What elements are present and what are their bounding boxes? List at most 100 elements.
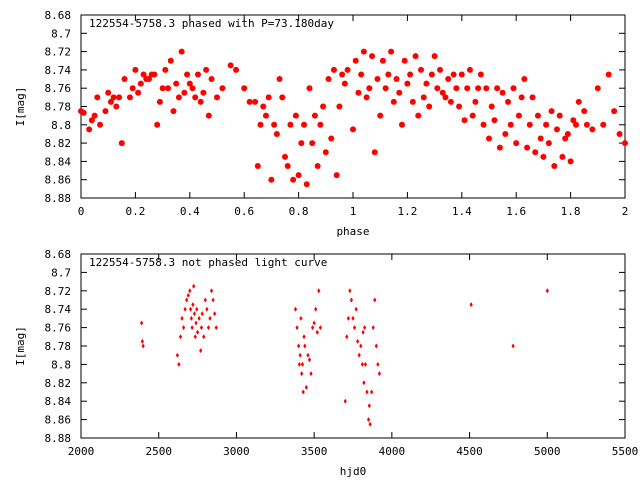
data-point	[511, 343, 515, 349]
data-point	[184, 71, 191, 78]
data-point	[428, 71, 435, 78]
y-tick-label: 8.72	[45, 46, 72, 59]
data-point	[453, 85, 460, 92]
data-point	[357, 352, 361, 358]
data-point	[311, 112, 318, 119]
data-point	[80, 109, 87, 116]
data-point	[271, 121, 278, 128]
data-point	[262, 112, 269, 119]
data-point	[518, 94, 525, 101]
data-point	[170, 108, 177, 115]
data-point	[477, 71, 484, 78]
data-point	[205, 112, 212, 119]
data-point	[361, 329, 365, 335]
data-point	[192, 283, 196, 289]
x-tick-label: 1.8	[561, 205, 581, 218]
data-point	[521, 76, 528, 83]
y-tick-label: 8.76	[45, 82, 72, 95]
data-point	[366, 85, 373, 92]
data-point	[175, 94, 182, 101]
data-point	[209, 288, 214, 294]
data-point	[371, 325, 375, 331]
data-point	[494, 85, 501, 92]
data-point	[567, 158, 574, 165]
data-point	[540, 153, 547, 160]
data-point	[297, 361, 301, 367]
data-point	[202, 334, 206, 340]
data-point	[307, 357, 312, 363]
data-point	[208, 76, 215, 83]
data-point	[349, 297, 354, 303]
data-point	[496, 144, 503, 151]
data-point	[524, 144, 531, 151]
data-point	[203, 66, 210, 73]
data-point	[439, 89, 446, 96]
data-point	[219, 85, 226, 92]
data-point	[513, 140, 520, 147]
data-point	[458, 71, 465, 78]
data-point	[303, 181, 310, 188]
data-point	[178, 334, 183, 340]
data-point	[94, 94, 101, 101]
x-tick-label: 1	[350, 205, 357, 218]
data-point	[559, 153, 566, 160]
data-point	[507, 121, 514, 128]
data-point	[214, 325, 218, 331]
data-point	[310, 325, 315, 331]
data-point	[303, 343, 307, 349]
data-point	[300, 361, 305, 367]
phased-light-curve-panel: 8.68 8.7 8.72 8.74 8.76 8.78 8.8 8.82 8.84 8.86 8.…	[14, 9, 628, 238]
data-point	[350, 126, 356, 133]
data-point	[295, 172, 302, 179]
data-point	[186, 292, 190, 298]
data-point	[545, 140, 552, 147]
data-point	[581, 108, 588, 115]
data-point	[301, 389, 305, 395]
y-tick-label: 8.68	[45, 248, 72, 261]
data-point	[135, 89, 142, 96]
y-tick-label: 8.84	[45, 395, 72, 408]
data-point	[140, 338, 144, 344]
data-point	[102, 108, 109, 115]
chart-title: 122554-5758.3 phased with P=73.180day	[89, 17, 334, 30]
data-point	[363, 325, 367, 331]
data-point	[185, 297, 189, 303]
data-point	[554, 126, 560, 133]
x-tick-label: 0.6	[234, 205, 254, 218]
y-axis-label: I[mag]	[14, 326, 27, 366]
data-point	[526, 121, 533, 128]
data-point	[510, 85, 517, 92]
data-point	[118, 140, 125, 147]
data-point	[376, 361, 380, 367]
data-point	[352, 57, 359, 64]
data-point	[611, 108, 618, 115]
data-point	[461, 117, 468, 124]
y-tick-label: 8.7	[51, 266, 71, 279]
data-point	[292, 112, 299, 119]
data-point	[382, 85, 389, 92]
data-point	[475, 85, 482, 92]
data-point	[297, 343, 301, 349]
data-point	[491, 117, 498, 124]
data-point	[396, 89, 403, 96]
data-point	[385, 71, 392, 78]
data-point	[302, 334, 306, 340]
data-point	[423, 80, 430, 87]
data-point	[333, 172, 340, 179]
data-point	[227, 62, 234, 69]
data-point	[314, 162, 321, 169]
data-point	[529, 94, 536, 101]
data-point	[200, 311, 204, 317]
x-tick-label: 0.2	[125, 205, 145, 218]
data-points	[78, 48, 628, 188]
data-point	[368, 421, 372, 427]
data-point	[91, 112, 98, 119]
data-point	[374, 343, 378, 349]
data-point	[306, 352, 310, 358]
data-point	[352, 325, 357, 331]
data-point	[573, 121, 580, 128]
data-point	[295, 325, 299, 331]
y-tick-label: 8.88	[45, 192, 72, 205]
x-tick-label: 0.4	[180, 205, 200, 218]
data-point	[181, 89, 188, 96]
